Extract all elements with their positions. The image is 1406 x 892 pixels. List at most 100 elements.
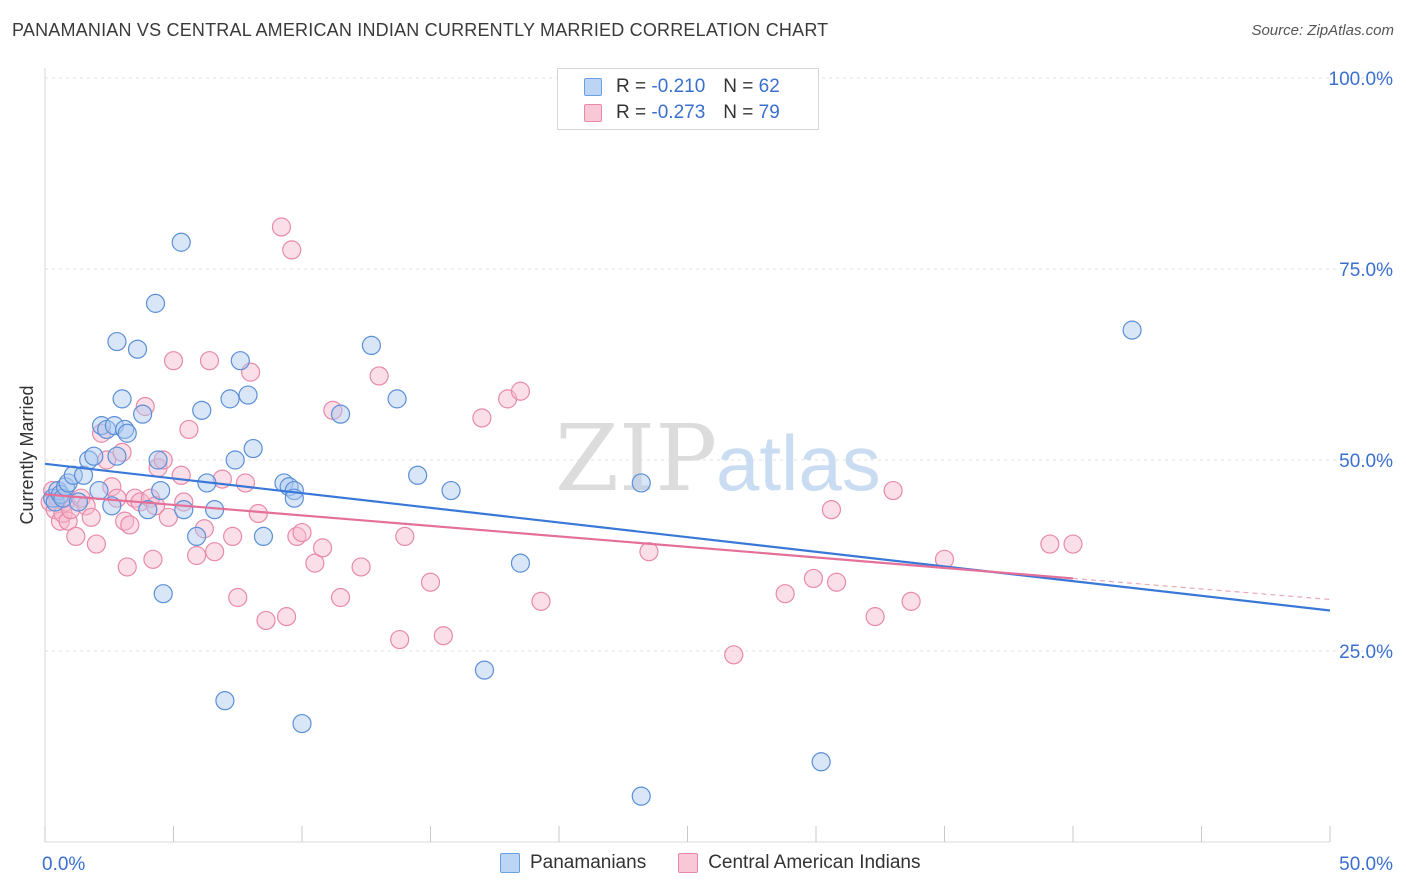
data-point-central-american-indians bbox=[256, 610, 276, 631]
y-tick-label: 100.0% bbox=[1329, 69, 1394, 90]
data-point-panamanians bbox=[243, 438, 263, 459]
n-label: N = bbox=[723, 76, 754, 97]
data-point-panamanians bbox=[112, 389, 132, 409]
r-value-central-american-indians: -0.273 bbox=[651, 102, 706, 123]
data-point-central-american-indians bbox=[282, 240, 302, 260]
data-point-panamanians bbox=[408, 465, 428, 485]
data-point-central-american-indians bbox=[390, 629, 410, 650]
data-point-panamanians bbox=[84, 446, 104, 466]
data-point-panamanians bbox=[174, 500, 194, 520]
data-point-panamanians bbox=[225, 450, 245, 470]
legend-row-central-american-indians: R = -0.273 N = 79 bbox=[584, 100, 780, 126]
n-value-panamanians: 62 bbox=[758, 76, 780, 97]
data-point-central-american-indians bbox=[199, 351, 220, 371]
trendline-panamanians bbox=[44, 462, 1331, 612]
data-point-central-american-indians bbox=[724, 645, 744, 665]
data-point-central-american-indians bbox=[1063, 534, 1083, 554]
data-point-panamanians bbox=[73, 465, 94, 485]
data-point-central-american-indians bbox=[205, 542, 225, 562]
chart-title: PANAMANIAN VS CENTRAL AMERICAN INDIAN CU… bbox=[12, 20, 829, 40]
legend-item-panamanians[interactable]: Panamanians bbox=[500, 852, 646, 874]
y-tick-label: 75.0% bbox=[1339, 260, 1393, 281]
data-point-central-american-indians bbox=[369, 366, 389, 386]
data-point-central-american-indians bbox=[472, 408, 492, 428]
r-label: R = bbox=[616, 76, 647, 97]
data-point-panamanians bbox=[220, 389, 240, 409]
data-point-central-american-indians bbox=[821, 500, 842, 520]
data-point-central-american-indians bbox=[276, 607, 297, 627]
data-point-central-american-indians bbox=[287, 526, 307, 547]
data-point-central-american-indians bbox=[883, 480, 903, 501]
n-value-central-american-indians: 79 bbox=[758, 102, 780, 123]
data-point-central-american-indians bbox=[901, 591, 921, 611]
data-point-panamanians bbox=[187, 526, 207, 547]
data-point-central-american-indians bbox=[66, 526, 86, 547]
data-point-panamanians bbox=[441, 480, 461, 501]
data-point-panamanians bbox=[192, 400, 212, 420]
data-point-central-american-indians bbox=[433, 626, 453, 646]
data-point-central-american-indians bbox=[775, 584, 795, 604]
data-point-central-american-indians bbox=[312, 538, 333, 558]
data-point-central-american-indians bbox=[1040, 534, 1060, 554]
legend-label-panamanians: Panamanians bbox=[530, 852, 647, 873]
data-point-central-american-indians bbox=[351, 557, 371, 577]
legend-item-central-american-indians[interactable]: Central American Indians bbox=[678, 852, 920, 874]
legend-swatch-pink bbox=[584, 104, 602, 122]
data-point-panamanians bbox=[330, 404, 351, 424]
x-tick-label: 50.0% bbox=[1339, 854, 1393, 875]
data-point-central-american-indians bbox=[510, 381, 531, 401]
stats-legend: R = -0.210 N = 62 R = -0.273 N = 79 bbox=[557, 68, 819, 130]
data-point-panamanians bbox=[631, 473, 651, 493]
n-label: N = bbox=[723, 102, 754, 123]
data-point-panamanians bbox=[361, 335, 381, 355]
data-point-central-american-indians bbox=[305, 553, 325, 573]
data-point-panamanians bbox=[631, 786, 651, 806]
legend-swatch-pink bbox=[678, 853, 699, 873]
data-point-panamanians bbox=[510, 553, 531, 573]
data-point-panamanians bbox=[127, 339, 148, 359]
data-point-panamanians bbox=[215, 691, 235, 711]
data-point-panamanians bbox=[145, 293, 166, 313]
trendline-central-american-indians bbox=[44, 493, 1074, 580]
watermark-atlas: atlas bbox=[716, 419, 881, 507]
data-point-panamanians bbox=[89, 480, 109, 501]
data-point-central-american-indians bbox=[420, 572, 441, 592]
data-point-central-american-indians bbox=[158, 507, 178, 527]
data-point-central-american-indians bbox=[826, 572, 847, 592]
data-point-central-american-indians bbox=[86, 534, 107, 554]
data-point-central-american-indians bbox=[395, 526, 415, 547]
data-point-central-american-indians bbox=[639, 542, 659, 562]
r-value-panamanians: -0.210 bbox=[651, 76, 706, 97]
trendline-extension-central-american-indians bbox=[1072, 577, 1331, 601]
data-point-panamanians bbox=[153, 584, 173, 604]
data-point-central-american-indians bbox=[120, 515, 140, 535]
data-point-panamanians bbox=[151, 480, 171, 501]
data-point-panamanians bbox=[230, 351, 250, 371]
data-point-central-american-indians bbox=[223, 526, 243, 547]
legend-swatch-blue bbox=[584, 78, 602, 96]
y-tick-label: 50.0% bbox=[1339, 451, 1393, 472]
data-point-panamanians bbox=[1122, 320, 1142, 340]
data-point-central-american-indians bbox=[248, 503, 268, 524]
data-point-panamanians bbox=[107, 331, 127, 352]
y-tick-label: 25.0% bbox=[1339, 642, 1393, 663]
data-point-panamanians bbox=[253, 526, 274, 547]
data-point-panamanians bbox=[133, 404, 153, 424]
x-tick-label: 0.0% bbox=[42, 854, 85, 875]
data-point-central-american-indians bbox=[194, 519, 214, 539]
data-point-panamanians bbox=[53, 488, 73, 508]
y-axis-label: Currently Married bbox=[17, 385, 37, 524]
data-point-central-american-indians bbox=[531, 591, 551, 611]
data-point-panamanians bbox=[171, 232, 191, 252]
data-point-central-american-indians bbox=[112, 442, 132, 462]
data-point-central-american-indians bbox=[153, 450, 173, 470]
data-point-central-american-indians bbox=[163, 351, 184, 371]
r-label: R = bbox=[616, 102, 647, 123]
data-point-panamanians bbox=[102, 496, 122, 516]
data-point-panamanians bbox=[292, 713, 312, 734]
data-point-central-american-indians bbox=[292, 522, 312, 543]
data-point-central-american-indians bbox=[115, 511, 135, 531]
data-point-central-american-indians bbox=[803, 568, 824, 589]
legend-label-central-american-indians: Central American Indians bbox=[708, 852, 921, 873]
